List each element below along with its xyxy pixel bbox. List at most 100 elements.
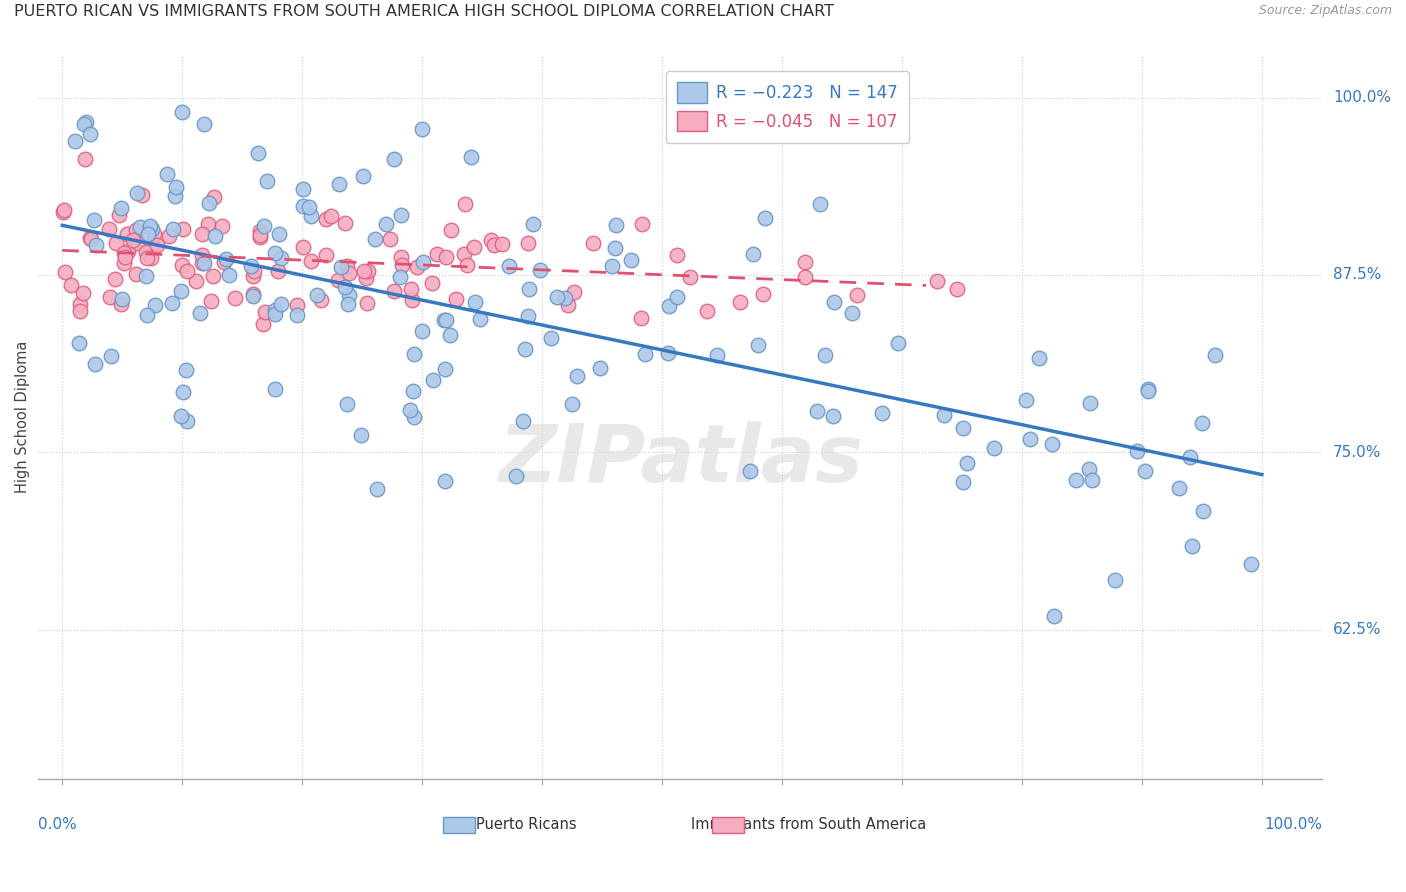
Point [1104, 573, 1126, 587]
Point [162, 221, 184, 235]
Point [136, 308, 159, 322]
Point [337, 288, 360, 302]
Point [562, 285, 585, 299]
Point [298, 200, 321, 214]
Point [83, 213, 105, 227]
Point [172, 222, 194, 236]
Text: 100.0%: 100.0% [1264, 817, 1322, 832]
Point [522, 217, 544, 231]
Point [110, 297, 132, 311]
Point [1133, 464, 1156, 478]
Text: Puerto Ricans: Puerto Ricans [475, 817, 576, 832]
Point [657, 346, 679, 360]
Point [111, 293, 134, 307]
Point [79, 127, 101, 141]
Point [603, 241, 626, 255]
Point [422, 372, 444, 386]
Point [665, 248, 688, 262]
Point [243, 264, 266, 278]
Point [484, 237, 506, 252]
Point [326, 273, 349, 287]
Point [1125, 444, 1147, 458]
Point [434, 362, 457, 376]
Point [821, 409, 844, 423]
Point [176, 264, 198, 278]
Point [846, 288, 869, 302]
Point [136, 227, 159, 242]
Point [374, 217, 396, 231]
Point [740, 464, 762, 478]
Point [270, 297, 292, 311]
Point [402, 384, 425, 398]
Point [191, 248, 214, 262]
Point [115, 227, 138, 242]
Point [212, 254, 235, 268]
Point [434, 313, 457, 327]
Point [110, 201, 132, 215]
Point [170, 409, 193, 423]
Text: Source: ZipAtlas.com: Source: ZipAtlas.com [1258, 4, 1392, 18]
Point [426, 247, 449, 261]
Point [433, 313, 456, 327]
Point [253, 304, 276, 318]
Point [112, 255, 135, 269]
Point [125, 223, 148, 237]
Point [752, 286, 775, 301]
Point [440, 223, 463, 237]
Y-axis label: High School Diploma: High School Diploma [15, 341, 30, 493]
Point [402, 347, 425, 361]
Point [328, 177, 350, 191]
Point [129, 219, 152, 234]
Point [198, 195, 221, 210]
Point [404, 410, 426, 425]
Point [333, 215, 356, 229]
Point [956, 456, 979, 470]
Point [135, 245, 157, 260]
Point [69, 304, 91, 318]
Point [619, 252, 641, 267]
Point [176, 414, 198, 428]
Point [112, 246, 135, 260]
Point [747, 337, 769, 351]
Point [925, 274, 948, 288]
Point [1081, 474, 1104, 488]
Point [434, 250, 457, 264]
Point [356, 271, 378, 285]
Point [193, 256, 215, 270]
Point [444, 293, 467, 307]
Point [117, 244, 139, 258]
Point [204, 228, 226, 243]
Point [79, 231, 101, 245]
Point [696, 304, 718, 318]
Point [127, 235, 149, 250]
Point [143, 298, 166, 312]
Point [952, 475, 974, 490]
Point [453, 247, 475, 261]
Point [53, 265, 76, 279]
Point [184, 274, 207, 288]
Point [267, 264, 290, 278]
Point [658, 299, 681, 313]
Point [291, 240, 314, 254]
Point [706, 348, 728, 362]
Point [401, 293, 423, 307]
Point [498, 260, 520, 274]
Point [246, 145, 269, 160]
Point [433, 474, 456, 488]
Point [249, 230, 271, 244]
Point [264, 382, 287, 396]
Point [481, 233, 503, 247]
Point [1191, 416, 1213, 430]
Point [841, 306, 863, 320]
Point [870, 406, 893, 420]
Point [932, 409, 955, 423]
Point [336, 397, 359, 411]
Point [256, 174, 278, 188]
Point [565, 369, 588, 384]
Point [52, 202, 75, 217]
Point [202, 190, 225, 204]
Point [75, 115, 97, 129]
Point [464, 295, 486, 310]
Point [529, 263, 551, 277]
Point [983, 441, 1005, 455]
